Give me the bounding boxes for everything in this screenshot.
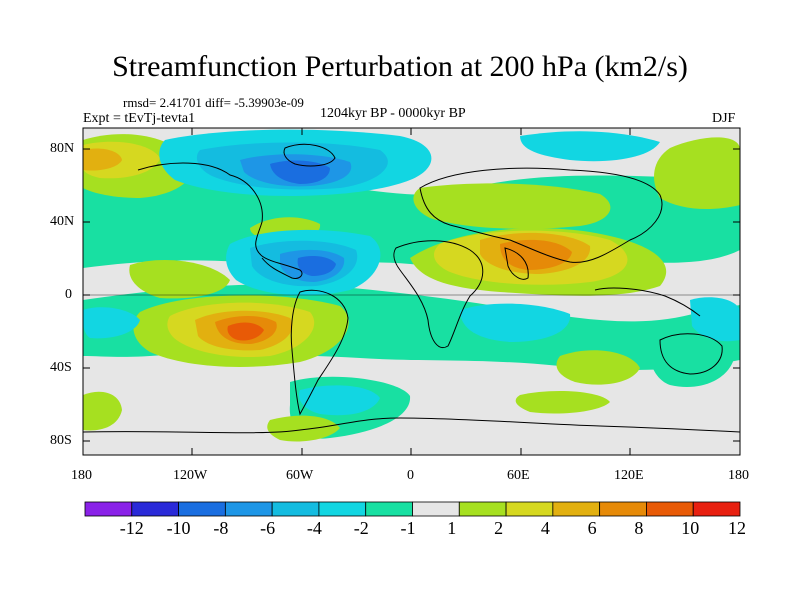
coastline-north-america xyxy=(137,162,303,279)
colorbar-label: -8 xyxy=(213,518,229,538)
plot-title: Streamfunction Perturbation at 200 hPa (… xyxy=(112,50,688,83)
lon-label-120e: 120E xyxy=(614,468,644,483)
contour-cyan-southwestpacific xyxy=(690,297,740,342)
coastline-eurasia xyxy=(419,167,663,263)
coastlines xyxy=(83,143,740,434)
colorbar-swatch xyxy=(318,501,367,517)
contour-lime-eurasia xyxy=(413,183,611,229)
lat-label-40n: 40N xyxy=(50,214,75,229)
colorbar-label: 12 xyxy=(728,518,746,538)
coastline-antarctica xyxy=(83,417,740,434)
experiment-label: Expt = tEvTj-tevta1 xyxy=(83,111,196,126)
colorbar-label: -2 xyxy=(353,518,369,538)
colorbar-swatch xyxy=(599,501,647,517)
colorbar-swatch xyxy=(412,501,460,517)
contour-cyan-arctic xyxy=(520,131,660,162)
lat-label-0: 0 xyxy=(65,287,72,302)
colorbar-label: 2 xyxy=(494,518,504,538)
colorbar-label: -12 xyxy=(119,518,144,538)
colorbar xyxy=(84,501,741,517)
contour-cyan-weddell xyxy=(298,385,380,416)
lon-label-180e: 180 xyxy=(728,468,749,483)
lon-label-120w: 120W xyxy=(173,468,208,483)
contour-darkblue-caribbean xyxy=(297,256,336,276)
stats-text: rmsd= 2.41701 diff= -5.39903e-09 xyxy=(123,95,304,110)
colorbar-label: 10 xyxy=(681,518,700,538)
contour-green-australia xyxy=(648,326,735,387)
contour-red-southpacific xyxy=(227,322,264,341)
coastline-africa xyxy=(393,240,484,348)
lon-label-60e: 60E xyxy=(507,468,530,483)
map-field xyxy=(83,128,740,455)
colorbar-swatch xyxy=(505,501,554,517)
colorbar-swatch xyxy=(458,501,507,517)
colorbar-swatch xyxy=(224,501,273,517)
colorbar-label: 6 xyxy=(587,518,597,538)
colorbar-swatch xyxy=(178,501,226,517)
coastline-india xyxy=(504,247,529,280)
colorbar-swatch xyxy=(271,501,320,517)
colorbar-swatch xyxy=(84,501,133,517)
period-label: 1204kyr BP - 0000kyr BP xyxy=(320,106,466,121)
contour-cyan-southatlantic xyxy=(460,303,571,342)
coastline-maritime-continent xyxy=(594,287,701,317)
colorbar-label: -1 xyxy=(400,518,416,538)
lat-label-40s: 40S xyxy=(50,360,72,375)
contour-darkorange-asia xyxy=(500,239,572,270)
contour-cyan-southpacific-west xyxy=(83,307,140,339)
contour-lime-antarctic xyxy=(267,415,340,442)
colorbar-label: -6 xyxy=(260,518,276,538)
coastline-south-america xyxy=(290,289,349,416)
colorbar-label: 4 xyxy=(540,518,550,538)
contour-lime-ne xyxy=(654,137,740,210)
coastline-australia xyxy=(659,333,723,375)
colorbar-swatch xyxy=(692,501,741,517)
coastline-greenland xyxy=(283,143,336,167)
contour-lime-sw xyxy=(83,391,122,431)
season-label: DJF xyxy=(712,111,736,126)
lon-label-0: 0 xyxy=(407,468,414,483)
lat-label-80n: 80N xyxy=(50,141,75,156)
contour-lime-southern xyxy=(515,390,610,414)
contour-orange-nw xyxy=(83,148,122,171)
contour-lime-pacific xyxy=(129,260,230,299)
colorbar-swatch xyxy=(552,501,601,517)
colorbar-swatch xyxy=(365,501,413,517)
lon-label-180w: 180 xyxy=(71,468,92,483)
colorbar-swatch xyxy=(131,501,179,517)
colorbar-swatch xyxy=(646,501,694,517)
lat-label-80s: 80S xyxy=(50,433,72,448)
contour-lime-indian xyxy=(556,350,640,385)
lon-label-60w: 60W xyxy=(286,468,314,483)
colorbar-label: -4 xyxy=(306,518,322,538)
colorbar-label: -10 xyxy=(166,518,191,538)
lat-ticks xyxy=(83,148,740,442)
lon-ticks xyxy=(82,128,741,455)
colorbar-label: 1 xyxy=(447,518,457,538)
colorbar-label: 8 xyxy=(634,518,644,538)
